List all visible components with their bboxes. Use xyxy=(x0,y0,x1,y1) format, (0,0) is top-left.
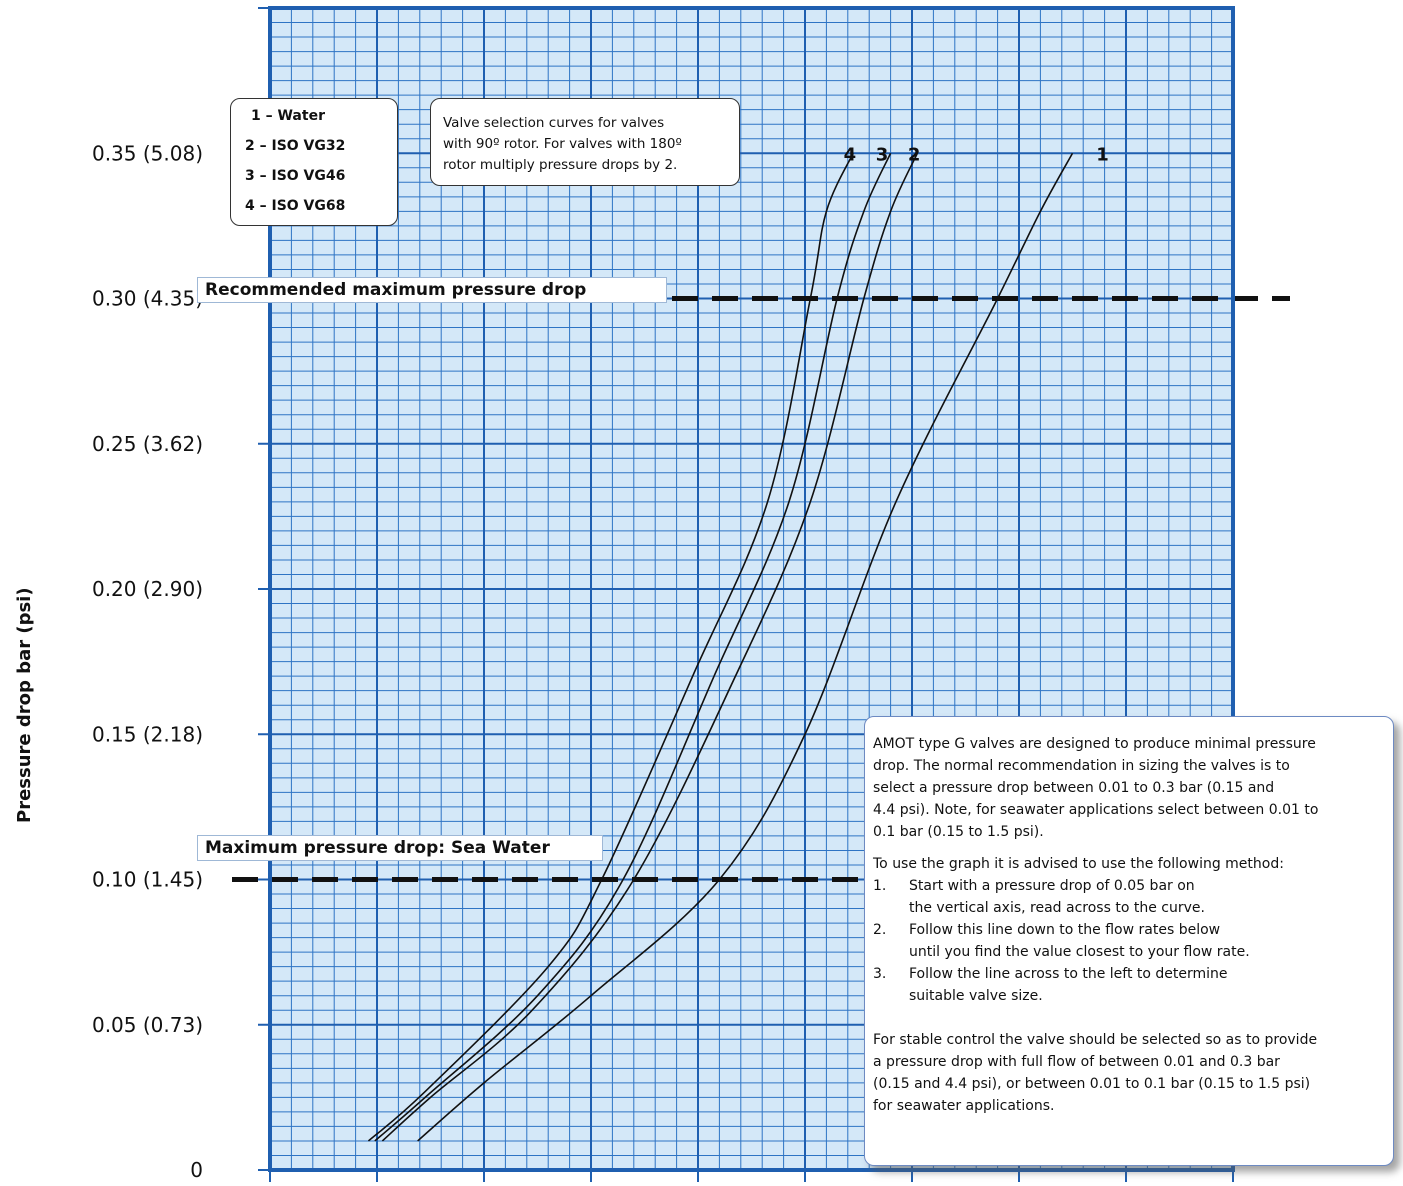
ref-label-recommended-max: Recommended maximum pressure drop xyxy=(197,277,667,303)
curve-label-3: 3 xyxy=(876,144,889,165)
y-axis-ticks: 0 0.05 (0.73) 0.10 (1.45) 0.15 (2.18) 0.20 (… xyxy=(92,141,203,1182)
step-number: 1. xyxy=(873,878,887,894)
info-text-line: for seawater applications. xyxy=(873,1098,1055,1114)
rotor-note-line: rotor multiply pressure drops by 2. xyxy=(443,157,678,173)
legend-item-iso-vg32: 2 – ISO VG32 xyxy=(245,138,346,154)
y-axis-label: Pressure drop bar (psi) xyxy=(14,587,35,823)
info-text-line: select a pressure drop between 0.01 to 0… xyxy=(873,780,1275,796)
step-text: Start with a pressure drop of 0.05 bar o… xyxy=(909,878,1195,894)
y-tick-label: 0.30 (4.35) xyxy=(92,287,203,311)
step-text: Follow the line across to the left to de… xyxy=(909,966,1228,982)
y-tick-label: 0.25 (3.62) xyxy=(92,432,203,456)
y-tick-label: 0.05 (0.73) xyxy=(92,1013,203,1037)
info-text-line: For stable control the valve should be s… xyxy=(873,1032,1318,1048)
step-text: Follow this line down to the flow rates … xyxy=(909,922,1221,938)
legend-item-iso-vg46: 3 – ISO VG46 xyxy=(245,168,346,184)
step-text: until you find the value closest to your… xyxy=(909,944,1250,960)
info-text-line: drop. The normal recommendation in sizin… xyxy=(873,758,1290,774)
rotor-note: Valve selection curves for valves with 9… xyxy=(430,98,740,186)
rotor-note-line: Valve selection curves for valves xyxy=(443,115,665,131)
legend: 1 – Water 2 – ISO VG32 3 – ISO VG46 4 – … xyxy=(230,98,398,226)
rotor-note-line: with 90º rotor. For valves with 180º xyxy=(443,136,682,152)
info-text-line: 4.4 psi). Note, for seawater application… xyxy=(873,802,1319,818)
info-text-line: 0.1 bar (0.15 to 1.5 psi). xyxy=(873,824,1044,840)
curve-3 xyxy=(374,152,892,1142)
curve-1 xyxy=(417,152,1074,1142)
curve-label-4: 4 xyxy=(844,144,857,165)
method-step: 3. Follow the line across to the left to… xyxy=(873,963,1393,985)
sizing-guidance-box: AMOT type G valves are designed to produ… xyxy=(864,716,1394,1166)
curve-label-2: 2 xyxy=(908,144,921,165)
curve-2 xyxy=(381,152,919,1142)
info-text-line: (0.15 and 4.4 psi), or between 0.01 to 0… xyxy=(873,1076,1311,1092)
method-intro: To use the graph it is advised to use th… xyxy=(873,856,1284,872)
method-step: 2. Follow this line down to the flow rat… xyxy=(873,919,1393,941)
info-text-line: AMOT type G valves are designed to produ… xyxy=(873,736,1316,752)
legend-item-iso-vg68: 4 – ISO VG68 xyxy=(245,198,346,214)
plot-border xyxy=(268,6,1235,1172)
method-step: 1. Start with a pressure drop of 0.05 ba… xyxy=(873,875,1393,897)
y-tick-label: 0.35 (5.08) xyxy=(92,141,203,165)
y-tick-label: 0.20 (2.90) xyxy=(92,577,203,601)
step-text: the vertical axis, read across to the cu… xyxy=(909,900,1205,916)
step-text: suitable valve size. xyxy=(909,988,1043,1004)
y-tick-label: 0.10 (1.45) xyxy=(92,868,203,892)
step-number: 2. xyxy=(873,922,887,938)
ref-label-sea-water-max: Maximum pressure drop: Sea Water xyxy=(197,835,603,861)
curves xyxy=(367,152,1074,1142)
curve-label-1: 1 xyxy=(1096,144,1109,165)
step-number: 3. xyxy=(873,966,887,982)
curve-4 xyxy=(367,152,854,1142)
y-tick-label: 0.15 (2.18) xyxy=(92,722,203,746)
legend-item-water: 1 – Water xyxy=(251,108,325,124)
info-text-line: a pressure drop with full flow of betwee… xyxy=(873,1054,1280,1070)
y-tick-label: 0 xyxy=(190,1158,203,1182)
